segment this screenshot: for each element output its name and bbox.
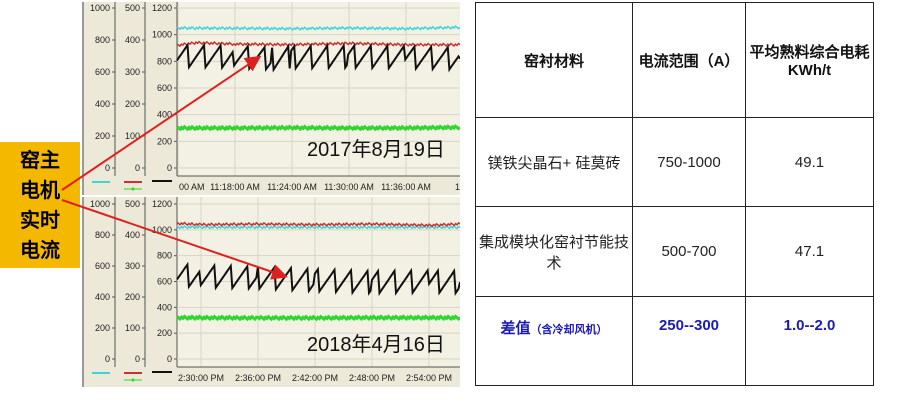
y-tick-label: 300 xyxy=(125,67,140,77)
table-diff-row: 差值（含冷却风机） 250--300 1.0--2.0 xyxy=(475,296,874,386)
y-tick-label: 0 xyxy=(135,163,140,173)
header-current-range: 电流范围（A） xyxy=(632,2,746,118)
date-label-2017: 2017年8月19日 xyxy=(307,139,445,161)
x-tick-label: 2:54:00 PM xyxy=(406,373,452,383)
y-tick-label: 0 xyxy=(167,354,172,364)
chart-svg: 1000800600400200050040030020010001200100… xyxy=(82,197,460,387)
y-tick-label: 1000 xyxy=(90,199,110,209)
y-tick-label: 200 xyxy=(157,328,172,338)
y-tick-label: 200 xyxy=(125,292,140,302)
diff-label: 差值 xyxy=(500,320,531,337)
x-tick-label: 11:18:00 AM xyxy=(210,182,260,192)
cell-current: 750-1000 xyxy=(632,117,746,207)
series-line-0 xyxy=(176,25,460,31)
y-tick-label: 0 xyxy=(105,354,110,364)
y-tick-label: 800 xyxy=(157,251,172,261)
legend-green-marker xyxy=(131,378,135,382)
y-tick-label: 400 xyxy=(95,292,110,302)
table-row: 镁铁尖晶石+ 硅莫砖 750-1000 49.1 xyxy=(475,117,874,207)
chart-svg: 1000800600400200050040030020010001200100… xyxy=(82,2,460,195)
y-tick-label: 400 xyxy=(125,230,140,240)
series-line-3 xyxy=(176,124,460,132)
y-tick-label: 1200 xyxy=(152,199,172,209)
x-tick-label: 2:36:00 PM xyxy=(235,373,281,383)
x-tick-label: 11:30:00 AM xyxy=(324,182,374,192)
y-tick-label: 0 xyxy=(167,163,172,173)
series-line-3 xyxy=(176,314,460,322)
cell-current: 500-700 xyxy=(632,206,746,297)
y-tick-label: 1200 xyxy=(152,3,172,13)
y-tick-label: 300 xyxy=(125,261,140,271)
y-tick-label: 800 xyxy=(95,230,110,240)
header-material: 窑衬材料 xyxy=(475,2,633,118)
trend-chart-2017: 1000 800 600 400 200 0 500 400 300 200 100 0 1200 100… xyxy=(82,2,460,195)
y-tick-label: 200 xyxy=(125,99,140,109)
y-tick-label: 500 xyxy=(125,3,140,13)
y-tick-label: 600 xyxy=(157,83,172,93)
legend-green-marker xyxy=(131,187,135,191)
y-tick-label: 1000 xyxy=(90,3,110,13)
y-tick-label: 600 xyxy=(157,277,172,287)
y-tick-label: 400 xyxy=(125,35,140,45)
y-tick-label: 0 xyxy=(105,163,110,173)
y-tick-label: 500 xyxy=(125,199,140,209)
series-line-1 xyxy=(176,40,460,48)
y-tick-label: 200 xyxy=(157,136,172,146)
side-label: 窑主电机实时电流 xyxy=(20,148,60,262)
y-tick-label: 400 xyxy=(157,302,172,312)
x-tick-label: 11:42 xyxy=(455,182,460,192)
y-tick-label: 100 xyxy=(125,323,140,333)
y-tick-label: 800 xyxy=(95,35,110,45)
y-tick-label: 600 xyxy=(95,261,110,271)
trend-chart-2018: 1000 800 600 400 200 0 500 400 300 200 100 0 1200 100… xyxy=(82,197,460,387)
y-tick-label: 800 xyxy=(157,56,172,66)
comparison-table: 窑衬材料 电流范围（A） 平均熟料综合电耗KWh/t 镁铁尖晶石+ 硅莫砖 75… xyxy=(475,2,874,386)
x-tick-label: 2:42:00 PM xyxy=(292,373,338,383)
x-tick-label: 2:48:00 PM xyxy=(349,373,395,383)
table-row: 集成模块化窑衬节能技术 500-700 47.1 xyxy=(475,206,874,297)
x-tick-label: 00 AM xyxy=(179,182,205,192)
cell-material: 镁铁尖晶石+ 硅莫砖 xyxy=(475,117,633,207)
cell-energy: 47.1 xyxy=(745,206,874,297)
y-tick-label: 400 xyxy=(157,110,172,120)
y-tick-label: 600 xyxy=(95,67,110,77)
y-tick-label: 1000 xyxy=(152,225,172,235)
x-tick-label: 11:36:00 AM xyxy=(381,182,431,192)
cell-diff-label: 差值（含冷却风机） xyxy=(475,296,633,386)
table-header-row: 窑衬材料 电流范围（A） 平均熟料综合电耗KWh/t xyxy=(475,2,874,118)
cell-energy: 49.1 xyxy=(745,117,874,207)
side-label-box: 窑主电机实时电流 xyxy=(0,142,80,268)
x-tick-label: 2:30:00 PM xyxy=(178,373,224,383)
cell-diff-current: 250--300 xyxy=(632,296,746,386)
y-tick-label: 400 xyxy=(95,99,110,109)
header-energy: 平均熟料综合电耗KWh/t xyxy=(745,2,874,118)
cell-material: 集成模块化窑衬节能技术 xyxy=(475,206,633,297)
y-tick-label: 0 xyxy=(135,354,140,364)
x-tick-label: 11:24:00 AM xyxy=(267,182,317,192)
cell-diff-energy: 1.0--2.0 xyxy=(745,296,874,386)
date-label-2018: 2018年4月16日 xyxy=(307,334,445,356)
y-tick-label: 100 xyxy=(125,131,140,141)
y-tick-label: 1000 xyxy=(152,30,172,40)
diff-note: （含冷却风机） xyxy=(530,324,608,336)
y-tick-label: 200 xyxy=(95,131,110,141)
y-tick-label: 200 xyxy=(95,323,110,333)
